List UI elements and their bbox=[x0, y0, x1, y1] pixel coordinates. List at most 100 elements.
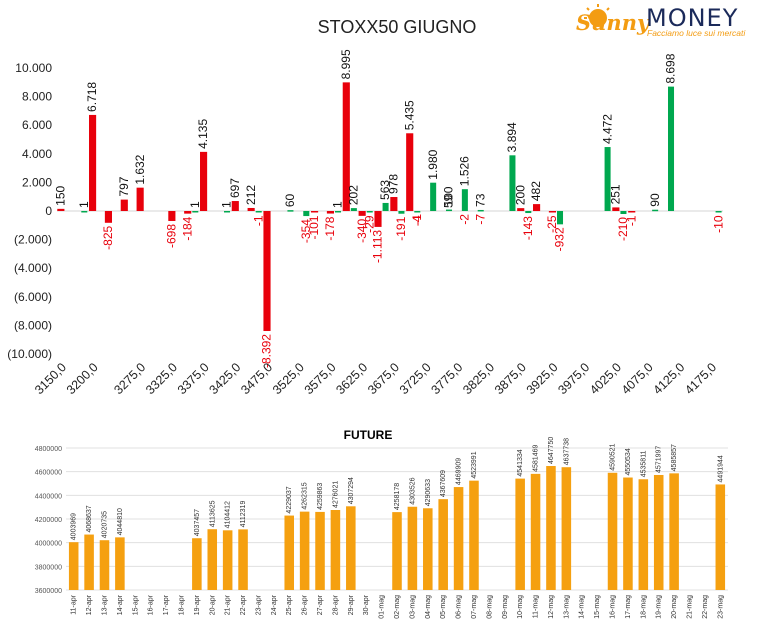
bar-label: 4303526 bbox=[409, 477, 416, 504]
bar-red-3225,0 bbox=[104, 211, 112, 223]
bar-red-3700,0 bbox=[406, 133, 414, 211]
bar-label: 60 bbox=[283, 193, 297, 207]
y-tick-label: 4400000 bbox=[35, 493, 62, 500]
bar-red-4025,0 bbox=[612, 207, 620, 211]
logo-tagline: Facciamo luce sui mercati bbox=[647, 28, 746, 38]
bar-11-apr bbox=[68, 542, 79, 590]
x-tick-label: 13-mag bbox=[563, 595, 570, 619]
bar-label: 4367609 bbox=[440, 470, 447, 497]
bar-label: 4112319 bbox=[240, 501, 247, 528]
bar-label: -1 bbox=[410, 214, 424, 225]
bar-label: -8.392 bbox=[260, 334, 274, 368]
logo-script-text: Sunny bbox=[576, 10, 651, 35]
bar-04-mag bbox=[423, 508, 433, 590]
x-tick-label: 09-mag bbox=[502, 595, 509, 619]
bar-label: -1.113 bbox=[371, 230, 385, 263]
bar-red-3600,0 bbox=[342, 82, 350, 212]
bar-label: -7 bbox=[473, 214, 487, 225]
bar-label: -178 bbox=[323, 216, 337, 240]
y-tick-label: (4.000) bbox=[14, 261, 52, 275]
bar-23-mag bbox=[715, 484, 726, 590]
x-tick-label: 05-mag bbox=[440, 595, 447, 619]
x-tick-label: 3200,0 bbox=[64, 360, 101, 397]
bar-label: 1 bbox=[188, 201, 202, 208]
bar-label: 4258178 bbox=[394, 483, 401, 510]
bar-label: 563 bbox=[378, 180, 392, 200]
bar-label: 4.135 bbox=[196, 119, 210, 149]
bar-green-3650,0 bbox=[382, 202, 389, 211]
bar-green-4175,0 bbox=[715, 211, 722, 213]
x-tick-label: 3325,0 bbox=[143, 360, 180, 397]
bar-red-3900,0 bbox=[533, 204, 541, 211]
x-tick-label: 19-apr bbox=[194, 594, 201, 615]
bar-red-3200,0 bbox=[89, 114, 97, 211]
x-tick-label: 20-apr bbox=[209, 594, 216, 615]
bar-02-mag bbox=[392, 512, 402, 590]
bar-green-4025,0 bbox=[620, 211, 627, 215]
bar-12-mag bbox=[546, 466, 556, 590]
y-tick-label: 4800000 bbox=[35, 446, 62, 453]
bar-red-3675,0 bbox=[390, 197, 398, 211]
future-chart: FUTURE 3600000 3800000 4000000 4200000 440000… bbox=[35, 428, 728, 619]
bar-label: -29 bbox=[362, 215, 376, 233]
x-tick-label: 16-apr bbox=[148, 594, 155, 615]
bar-label: -184 bbox=[180, 216, 194, 240]
bar-label: 4068637 bbox=[86, 505, 93, 532]
bar-green-3350,0 bbox=[192, 210, 199, 213]
bar-28-apr bbox=[330, 510, 341, 590]
bar-16-mag bbox=[607, 472, 618, 590]
bar-green-3850,0 bbox=[509, 155, 516, 211]
bar-green-3625,0 bbox=[366, 211, 373, 213]
x-tick-label: 24-apr bbox=[271, 594, 278, 615]
bar-label: -340 bbox=[355, 219, 369, 243]
bar-red-3250,0 bbox=[120, 199, 128, 211]
bar-19-mag bbox=[653, 474, 664, 590]
x-tick-label: 08-mag bbox=[486, 595, 493, 619]
bar-label: 73 bbox=[473, 193, 487, 207]
logo-bold-text: MONEY bbox=[646, 4, 738, 32]
bar-label: -1 bbox=[251, 215, 265, 226]
x-tick-label: 15-mag bbox=[594, 595, 601, 619]
bar-red-3650,0 bbox=[374, 211, 382, 227]
bar-17-mag bbox=[623, 477, 633, 590]
x-tick-label: 27-apr bbox=[317, 594, 324, 615]
bar-label: 4647750 bbox=[548, 437, 555, 464]
bar-25-apr bbox=[284, 515, 295, 590]
bar-green-3450,0 bbox=[255, 211, 262, 213]
bar-label: 8.995 bbox=[339, 49, 353, 79]
bar-green-3675,0 bbox=[398, 211, 405, 214]
bar-07-mag bbox=[469, 480, 479, 590]
bar-label: 797 bbox=[117, 176, 131, 196]
x-tick-label: 3525,0 bbox=[270, 360, 307, 397]
bar-label: 4541334 bbox=[517, 449, 524, 476]
bar-label: 1.632 bbox=[133, 154, 147, 184]
x-tick-label: 20-mag bbox=[671, 595, 678, 619]
x-tick-label: 3275,0 bbox=[111, 360, 148, 397]
bar-red-3150,0 bbox=[57, 208, 65, 211]
y-tick-label: 3800000 bbox=[35, 564, 62, 571]
bar-red-3425,0 bbox=[231, 201, 239, 211]
bar-19-apr bbox=[192, 538, 202, 590]
x-tick-label: 22-apr bbox=[240, 594, 247, 615]
y-tick-label: 3600000 bbox=[35, 588, 62, 595]
x-tick-label: 22-mag bbox=[702, 595, 709, 619]
x-tick-label: 11-apr bbox=[71, 594, 78, 614]
x-tick-label: 4125,0 bbox=[651, 360, 688, 397]
bar-13-apr bbox=[99, 540, 110, 590]
bar-label: 697 bbox=[228, 178, 242, 198]
x-tick-label: 18-mag bbox=[640, 595, 647, 619]
bar-label: -143 bbox=[521, 216, 535, 240]
y-tick-label: 4000000 bbox=[35, 541, 62, 548]
bar-red-3550,0 bbox=[311, 211, 319, 213]
bar-label: -2 bbox=[458, 214, 472, 225]
x-tick-label: 3375,0 bbox=[175, 360, 212, 397]
bar-20-mag bbox=[669, 473, 679, 590]
bar-14-apr bbox=[115, 537, 125, 590]
sun-icon bbox=[589, 9, 607, 27]
bar-label: 200 bbox=[513, 185, 527, 205]
bar-label: 978 bbox=[387, 174, 401, 194]
bar-06-mag bbox=[453, 487, 464, 590]
bar-green-3575,0 bbox=[335, 210, 342, 213]
bar-12-apr bbox=[84, 534, 94, 590]
y-tick-label: 8.000 bbox=[22, 90, 52, 104]
